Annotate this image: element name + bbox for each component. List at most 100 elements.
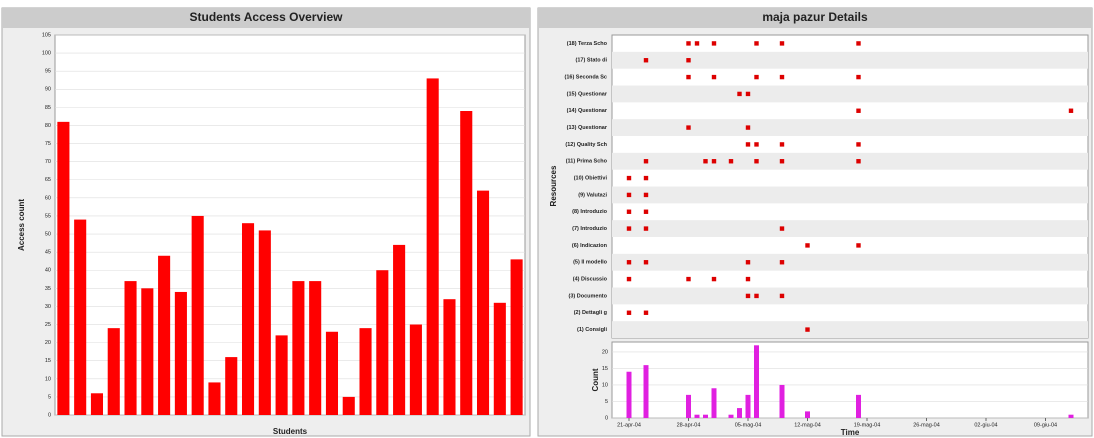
access-dot [686,74,691,80]
access-dot [856,41,861,46]
row-stripe [612,51,1088,69]
bar [443,299,456,415]
x-tick-label: 05-mag-04 [735,422,762,428]
row-label: (16) Seconda Sc [565,75,608,81]
x-tick-label: 28-apr-04 [677,422,701,428]
access-dot [643,175,649,181]
access-dot [686,41,691,46]
bar [158,255,171,415]
y-tick-label: 75 [45,141,51,147]
x-tick-label: 09-giu-04 [1034,422,1057,428]
bar [325,331,339,415]
bar [241,223,255,415]
bar [359,328,372,415]
bar [292,281,305,415]
access-dot [754,293,759,299]
bar [493,302,506,415]
row-stripe [612,220,1088,237]
bar [57,121,70,415]
count-bar [779,384,785,418]
access-dot [856,74,861,80]
row-label: (14) Questionar [567,108,608,114]
access-dot [643,310,649,315]
y-tick-label: 90 [45,87,51,93]
access-dot [856,142,861,147]
access-dot [745,293,751,299]
bar [225,357,238,415]
row-label: (18) Terza Scho [567,41,608,47]
bar [510,259,523,415]
row-label: (3) Documento [569,293,608,299]
access-dot [779,293,785,299]
bar [376,270,389,415]
access-dot [1068,108,1074,113]
y-tick-label: 95 [45,69,51,75]
row-label: (6) Indicazion [572,243,608,249]
x-axis-label: Students [273,427,308,436]
count-bar [694,414,700,418]
bar [90,393,104,415]
y-tick-label: 5 [48,394,51,400]
access-dot [779,159,785,164]
bar [258,230,271,415]
access-dot [626,226,632,231]
count-bar [728,414,734,418]
left-title-bar [2,8,530,28]
access-dot [745,142,751,147]
bar [275,335,288,415]
access-dot [805,243,810,248]
y-tick-label: 40 [45,268,51,274]
bar [191,215,204,415]
y-tick-label: 0 [48,412,51,418]
access-dot [626,310,632,315]
access-dot [686,58,691,63]
access-dot [754,41,759,46]
access-dot [856,159,861,164]
x-tick-label: 19-mag-04 [854,422,881,428]
bar [409,324,422,415]
bar [124,281,137,415]
access-dot [643,226,649,231]
count-bar [737,408,742,418]
access-dot [703,159,708,164]
x-tick-label: 21-apr-04 [617,422,641,428]
access-dot [856,108,861,113]
access-dot [728,159,734,164]
bar [107,328,120,415]
y-tick-label: 10 [602,382,608,388]
y-tick-label: 25 [45,322,51,328]
row-label: (11) Prima Scho [566,159,608,165]
access-dot [711,276,717,282]
bar [426,78,439,415]
y-tick-label: 65 [45,177,51,183]
row-label: (15) Questionar [567,91,608,97]
access-dot [754,142,759,147]
access-dot [711,74,717,80]
access-dot [686,125,691,130]
access-dot [643,209,649,214]
y-axis-label: Access count [17,199,26,251]
x-axis-label: Time [841,428,860,437]
y-tick-label: 30 [45,304,51,310]
count-bar [805,411,810,418]
access-dot [626,175,632,181]
y-tick-label: 105 [42,32,51,38]
bar [460,111,473,415]
right-title-bar [538,8,1092,28]
bar [74,219,87,415]
count-bar [703,414,708,418]
y-tick-label: 60 [45,195,51,201]
row-label: (5) Il modello [573,260,608,266]
access-dot [711,159,717,164]
access-dot [626,276,632,282]
y-tick-label: 45 [45,250,51,256]
count-bar [856,394,861,418]
row-label: (1) Consigli [577,327,607,333]
access-dot [745,125,751,130]
access-dot [626,209,632,214]
access-dot [737,91,742,97]
access-dot [643,58,649,63]
access-dot [779,226,785,231]
row-label: (17) Stato di [576,58,608,64]
